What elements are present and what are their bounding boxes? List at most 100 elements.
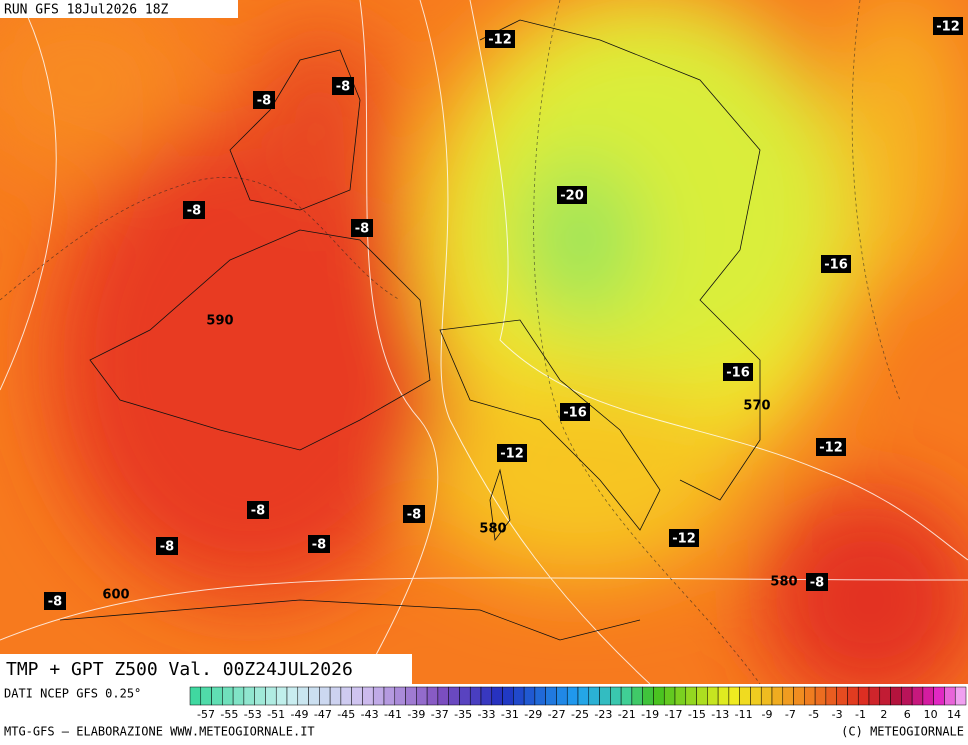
scale-label: -19	[641, 708, 659, 721]
coastlines	[59, 19, 761, 641]
label-box	[560, 403, 590, 421]
swatch	[513, 686, 525, 706]
label: -12	[500, 447, 524, 462]
swatch	[566, 686, 579, 706]
label: -16	[726, 366, 750, 381]
scale-label: -9	[762, 708, 773, 721]
label-box	[497, 444, 527, 462]
label-box	[485, 30, 515, 48]
swatch	[782, 686, 794, 706]
swatch	[944, 686, 956, 706]
scale-label: -49	[291, 708, 309, 721]
swatch	[222, 686, 234, 706]
scale-label: -41	[384, 708, 402, 721]
swatch	[739, 686, 751, 706]
scale-label: -3	[832, 708, 843, 721]
label: -8	[312, 538, 326, 553]
scale-label: -27	[548, 708, 566, 721]
label: -12	[819, 441, 843, 456]
swatch	[954, 686, 967, 706]
swatch	[297, 686, 309, 706]
label-box	[308, 535, 330, 553]
swatch	[599, 686, 611, 706]
label: -16	[563, 406, 587, 421]
swatch	[362, 686, 374, 706]
scale-label: -31	[501, 708, 519, 721]
label-box	[332, 77, 354, 95]
swatch	[459, 686, 471, 706]
copyright: (C) METEOGIORNALE	[841, 725, 964, 739]
swatch	[879, 686, 891, 706]
swatch	[663, 686, 676, 706]
label: -12	[936, 20, 960, 35]
swatch	[674, 686, 687, 706]
swatch	[868, 686, 881, 706]
swatch	[534, 686, 546, 706]
swatch	[308, 686, 320, 706]
height-contours	[0, 0, 968, 684]
swatch	[405, 686, 417, 706]
label-box	[403, 505, 425, 523]
swatch	[750, 686, 762, 706]
map-title: TMP + GPT Z500 Val. 00Z24JUL2026	[6, 659, 353, 680]
label-box	[557, 186, 587, 204]
swatch	[771, 686, 784, 706]
temperature-field	[0, 0, 968, 684]
swatch	[286, 686, 299, 706]
scale-label: -23	[594, 708, 612, 721]
label-box	[669, 529, 699, 547]
label-box	[247, 501, 269, 519]
swatch	[523, 686, 536, 706]
scale-label: -15	[688, 708, 706, 721]
swatch	[847, 686, 859, 706]
swatch	[275, 686, 288, 706]
swatch	[254, 686, 266, 706]
scale-label: -57	[197, 708, 215, 721]
label: -8	[257, 94, 271, 109]
swatch	[825, 686, 837, 706]
swatch	[804, 686, 816, 706]
swatch	[620, 686, 633, 706]
swatch	[857, 686, 870, 706]
swatch	[243, 686, 255, 706]
label: -8	[251, 504, 265, 519]
swatch	[933, 686, 945, 706]
label-box	[816, 438, 846, 456]
scale-label: -5	[808, 708, 819, 721]
label: 580	[770, 575, 797, 590]
swatch	[480, 686, 493, 706]
label-box	[933, 17, 963, 35]
label: -12	[488, 33, 512, 48]
scale-label: -11	[735, 708, 753, 721]
swatch	[491, 686, 503, 706]
scale-label: -25	[571, 708, 589, 721]
label: 570	[743, 399, 770, 414]
swatch	[911, 686, 924, 706]
map-labels: -12 -12 -8 -8 -8 -8 -20 -16 590 -16 570 -16 -12 -12 -8…	[44, 17, 963, 610]
swatch	[383, 686, 396, 706]
label: -8	[407, 508, 421, 523]
label: -8	[48, 595, 62, 610]
swatch	[416, 686, 428, 706]
swatch	[211, 686, 223, 706]
swatch	[760, 686, 773, 706]
label-box	[351, 219, 373, 237]
scale-label: -45	[337, 708, 355, 721]
label-box	[156, 537, 178, 555]
source: DATI NCEP GFS 0.25°	[4, 687, 141, 701]
swatch	[577, 686, 590, 706]
scale-label: -53	[244, 708, 262, 721]
swatch	[545, 686, 557, 706]
scale-label: -29	[524, 708, 542, 721]
label: -12	[672, 532, 696, 547]
label: -16	[824, 258, 848, 273]
swatch	[793, 686, 805, 706]
swatch	[685, 686, 697, 706]
scale-label: -33	[478, 708, 496, 721]
label-box	[183, 201, 205, 219]
swatch	[728, 686, 740, 706]
scale-label: -7	[785, 708, 796, 721]
swatch	[631, 686, 643, 706]
